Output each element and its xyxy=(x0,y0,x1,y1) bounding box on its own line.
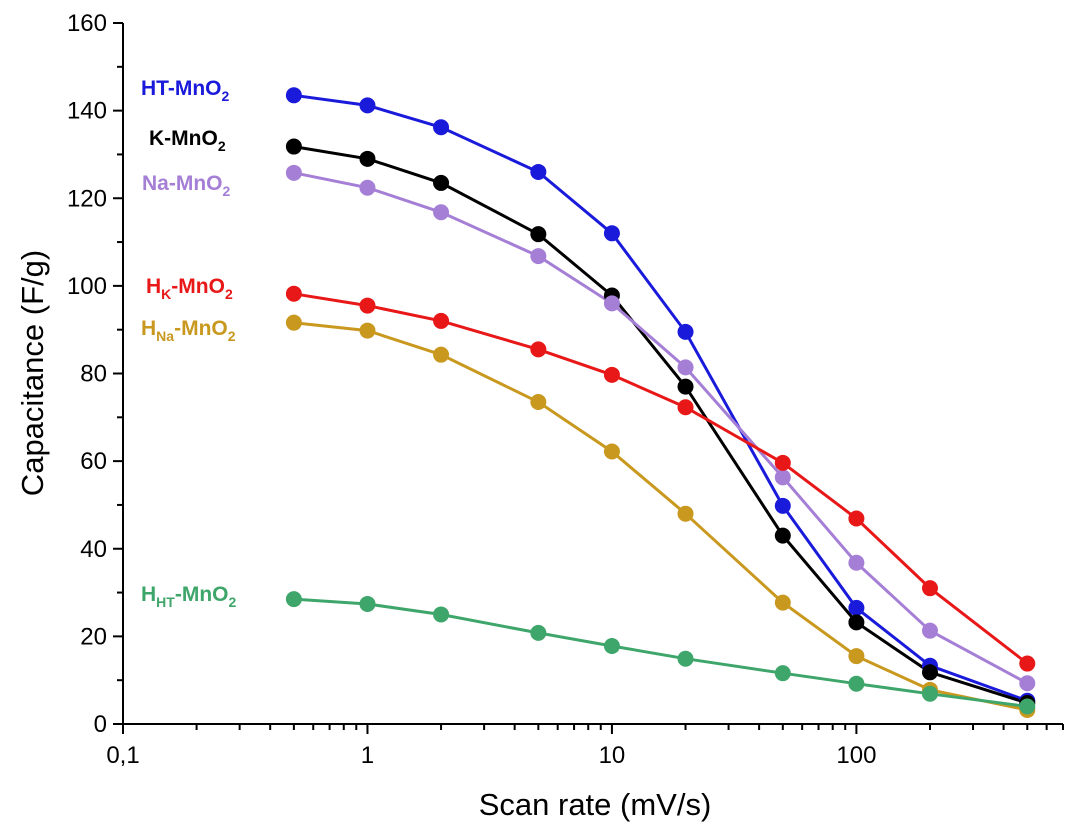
data-point-HNa-MnO2 xyxy=(285,314,302,331)
y-tick-label: 40 xyxy=(80,536,107,563)
data-point-K-MnO2 xyxy=(677,378,694,395)
data-point-Na-MnO2 xyxy=(530,248,547,265)
data-point-HT-MnO2 xyxy=(530,163,547,180)
data-point-Na-MnO2 xyxy=(433,204,450,221)
data-point-Na-MnO2 xyxy=(921,622,938,639)
series-line-Na-MnO2 xyxy=(293,171,1029,685)
data-point-HK-MnO2 xyxy=(530,341,547,358)
data-point-HHT-MnO2 xyxy=(530,624,547,641)
y-tick-label: 140 xyxy=(67,98,107,125)
data-point-K-MnO2 xyxy=(921,664,938,681)
series-label-Na-MnO2: Na-MnO2 xyxy=(142,172,231,199)
data-point-HNa-MnO2 xyxy=(433,346,450,363)
data-point-HK-MnO2 xyxy=(774,454,791,471)
data-point-HHT-MnO2 xyxy=(285,591,302,608)
series-line-HNa-MnO2 xyxy=(293,321,1028,712)
data-point-K-MnO2 xyxy=(530,226,547,243)
data-point-K-MnO2 xyxy=(774,527,791,544)
series-line-HK-MnO2 xyxy=(293,292,1029,665)
y-tick-label: 100 xyxy=(67,273,107,300)
series-line-K-MnO2 xyxy=(293,145,1028,705)
data-point-HK-MnO2 xyxy=(285,285,302,302)
series-line-HHT-MnO2 xyxy=(293,597,1028,708)
data-point-K-MnO2 xyxy=(848,614,865,631)
data-point-HT-MnO2 xyxy=(285,87,302,104)
axes: 0 20 40 60 80 100 120 140 160 0,1 1 10 100 xyxy=(67,10,1064,769)
data-point-Na-MnO2 xyxy=(774,469,791,486)
y-tick-label: 0 xyxy=(94,711,107,738)
data-point-HHT-MnO2 xyxy=(774,665,791,682)
series-label-HNa-MnO2: HNa-MnO2 xyxy=(141,317,236,344)
data-point-Na-MnO2 xyxy=(848,554,865,571)
x-tick-label: 1 xyxy=(361,742,374,769)
data-point-HT-MnO2 xyxy=(848,599,865,616)
data-point-HT-MnO2 xyxy=(774,497,791,514)
data-point-HHT-MnO2 xyxy=(433,606,450,623)
data-point-HK-MnO2 xyxy=(1019,655,1036,672)
series-label-HHT-MnO2: HHT-MnO2 xyxy=(141,583,237,610)
data-point-HHT-MnO2 xyxy=(677,650,694,667)
data-point-HHT-MnO2 xyxy=(921,685,938,702)
x-axis-title: Scan rate (mV/s) xyxy=(479,787,712,822)
series-label-HK-MnO2: HK-MnO2 xyxy=(146,275,233,302)
y-tick-label: 60 xyxy=(80,448,107,475)
data-point-HNa-MnO2 xyxy=(677,505,694,522)
series-label-K-MnO2: K-MnO2 xyxy=(149,127,226,154)
x-tick-label: 0,1 xyxy=(106,742,139,769)
data-point-HK-MnO2 xyxy=(921,580,938,597)
x-tick-label: 10 xyxy=(599,742,626,769)
y-tick-label: 120 xyxy=(67,185,107,212)
data-point-HK-MnO2 xyxy=(603,366,620,383)
x-tick-label: 100 xyxy=(836,742,876,769)
data-point-HT-MnO2 xyxy=(359,97,376,114)
y-tick-label: 80 xyxy=(80,361,107,388)
data-point-HT-MnO2 xyxy=(677,323,694,340)
series-lines xyxy=(293,93,1029,712)
data-point-HK-MnO2 xyxy=(433,312,450,329)
data-point-HT-MnO2 xyxy=(603,225,620,242)
data-point-Na-MnO2 xyxy=(677,359,694,376)
data-point-HHT-MnO2 xyxy=(848,675,865,692)
data-point-HK-MnO2 xyxy=(677,399,694,416)
data-point-Na-MnO2 xyxy=(359,179,376,196)
data-point-HHT-MnO2 xyxy=(1019,698,1036,715)
y-axis-title: Capacitance (F/g) xyxy=(15,250,50,496)
data-point-K-MnO2 xyxy=(359,150,376,167)
data-point-Na-MnO2 xyxy=(285,164,302,181)
data-point-K-MnO2 xyxy=(285,138,302,155)
data-point-HHT-MnO2 xyxy=(603,638,620,655)
y-tick-label: 160 xyxy=(67,10,107,37)
data-point-Na-MnO2 xyxy=(603,295,620,312)
data-point-HHT-MnO2 xyxy=(359,595,376,612)
series-label-HT-MnO2: HT-MnO2 xyxy=(141,77,229,104)
data-point-HK-MnO2 xyxy=(848,510,865,527)
data-point-K-MnO2 xyxy=(433,174,450,191)
y-tick-label: 20 xyxy=(80,623,107,650)
data-point-Na-MnO2 xyxy=(1019,675,1036,692)
data-point-HNa-MnO2 xyxy=(603,443,620,460)
data-point-HK-MnO2 xyxy=(359,297,376,314)
series-labels: HT-MnO2 K-MnO2 Na-MnO2 HK-MnO2 HNa-MnO2 HHT-M… xyxy=(141,77,237,610)
series-points xyxy=(285,87,1036,718)
data-point-HNa-MnO2 xyxy=(359,322,376,339)
data-point-HT-MnO2 xyxy=(433,119,450,136)
data-point-HNa-MnO2 xyxy=(774,594,791,611)
data-point-HNa-MnO2 xyxy=(530,393,547,410)
series-line-HT-MnO2 xyxy=(293,93,1028,703)
data-point-HNa-MnO2 xyxy=(848,648,865,665)
